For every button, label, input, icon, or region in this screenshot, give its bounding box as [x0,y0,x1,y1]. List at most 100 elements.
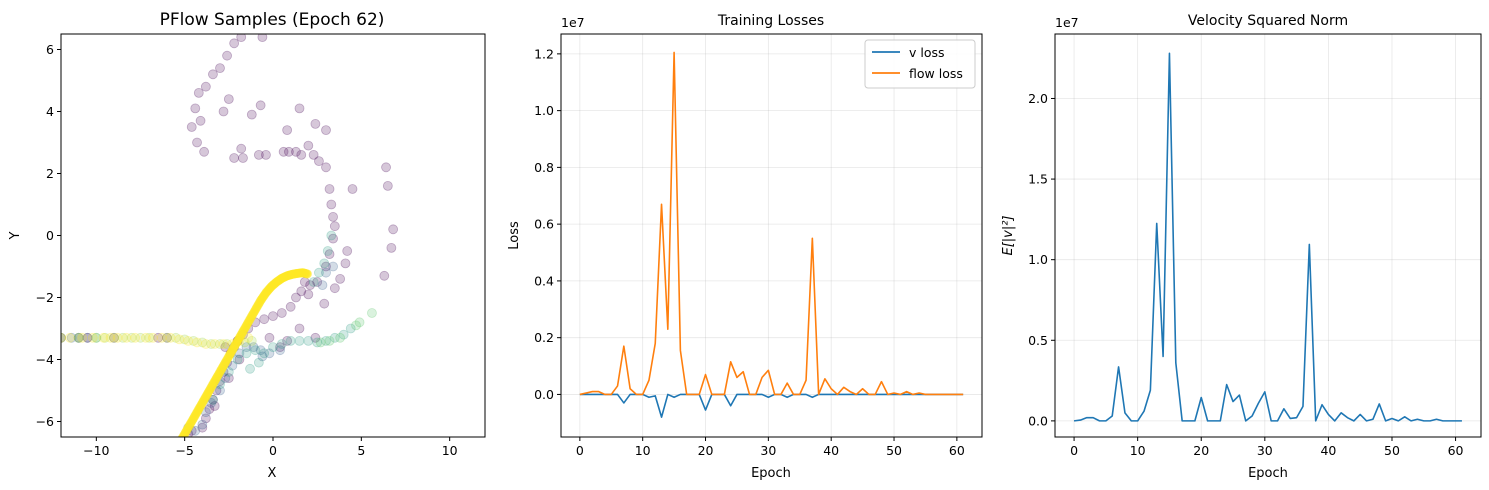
scatter-point [135,332,146,343]
scatter-point [215,63,225,73]
scatter-point [209,339,220,349]
scatter-point [305,280,316,291]
scatter-point [186,122,197,132]
scatter-point [195,115,206,126]
scatter-point [324,249,335,260]
x-tick-label: 10 [635,443,651,458]
scatter-point [259,348,270,359]
scatter-point [199,146,210,157]
scatter-point [319,258,330,269]
scatter-point [351,320,361,331]
x-tick-label: 40 [1320,443,1336,458]
scatter-point [64,332,75,343]
scatter-point [319,298,330,309]
y-tick-label: 2.0 [1028,91,1048,106]
scatter-point [192,137,202,148]
scatter-plot-frame [60,33,486,438]
scatter-point [236,143,247,154]
scatter-point [197,419,208,430]
scatter-point [98,332,109,343]
scatter-point [312,337,323,348]
losses-legend: v loss flow loss [864,39,976,89]
scatter-point [253,149,264,160]
scatter-point [291,292,301,303]
legend-label-v-loss: v loss [909,45,945,60]
scatter-point [204,404,215,415]
x-tick-label: 20 [1193,443,1209,458]
y-tick-label: −6 [36,414,54,429]
scatter-point [66,332,77,343]
scatter-point [109,332,119,343]
y-tick-label: 1.0 [534,103,554,118]
panel-velocity-norm: Velocity Squared Norm 0 10 20 30 40 50 60 0.0 0.… [1001,13,1482,481]
losses-ticks: 0 10 20 30 40 50 60 0.0 0.2 0.4 0.6 0.8 1.0 1.2 [534,46,965,458]
scatter-point [77,332,88,343]
x-tick-label: 30 [760,443,776,458]
scatter-point [386,242,397,253]
losses-title: Training Losses [717,13,824,29]
scatter-point [283,146,294,157]
scatter-point [183,335,194,346]
scatter-point [246,335,257,346]
scatter-point [282,335,293,346]
scatter-point [340,258,351,269]
y-tick-label: 4 [46,104,54,119]
y-tick-label: 0.5 [1028,333,1048,348]
scatter-point [91,332,102,343]
y-tick-label: 1.2 [534,46,554,61]
scatter-point [170,332,181,343]
scatter-point [294,323,305,334]
scatter-point [61,332,66,343]
scatter-point [153,332,164,343]
scatter-point [236,34,247,42]
line-v-loss [579,393,964,418]
velocity-offset-text: 1e7 [1055,15,1079,30]
scatter-point [255,100,266,111]
scatter-point [302,269,312,279]
scatter-point [222,50,232,61]
scatter-point [388,224,399,235]
scatter-point [229,38,240,49]
scatter-point [275,342,285,353]
scatter-point [329,332,340,343]
scatter-point [315,337,326,348]
panel-training-losses: Training Losses 0 10 20 30 40 50 60 0.0 0.2 0.4 0.… [507,13,983,481]
x-tick-label: −10 [83,443,109,458]
scatter-point [91,332,102,343]
scatter-point [326,230,337,241]
scatter-point [248,342,259,353]
scatter-point [329,221,340,232]
scatter-point [264,348,275,359]
scatter-point [285,335,296,346]
scatter-point [329,283,340,294]
scatter-point [328,261,338,272]
scatter-point [250,345,261,356]
scatter-point [100,332,111,343]
y-tick-label: 0 [46,228,54,243]
scatter-ylabel: Y [8,231,23,240]
scatter-point [73,332,84,343]
scatter-point [303,335,314,346]
panel-scatter: PFlow Samples (Epoch 62) −10 −5 0 5 10 −6 −4 −2… [8,10,486,481]
scatter-point [174,334,185,345]
scatter-point [241,348,252,359]
scatter-point [121,332,132,343]
x-tick-label: 50 [886,443,902,458]
scatter-point [147,332,158,343]
y-tick-label: 0.0 [1028,413,1048,428]
scatter-point [294,335,305,346]
scatter-point [259,314,270,325]
scatter-point [130,332,141,343]
scatter-point [61,332,66,343]
scatter-point [382,180,393,191]
scatter-xlabel: X [268,466,277,481]
scatter-point [303,289,314,300]
scatter-point [303,140,314,151]
scatter-point [354,317,365,328]
scatter-point [73,332,84,343]
scatter-point [268,311,278,322]
velocity-ylabel: E[|v|²] [1001,215,1016,255]
scatter-point [321,267,331,278]
losses-offset-text: 1e7 [561,15,585,30]
scatter-point [338,329,349,340]
